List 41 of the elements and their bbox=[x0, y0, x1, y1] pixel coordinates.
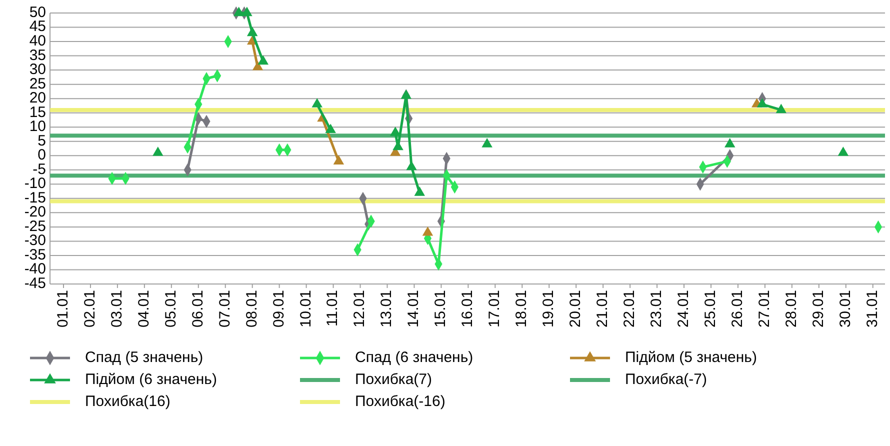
x-tick-label: 08.01 bbox=[243, 290, 260, 328]
x-tick-label: 05.01 bbox=[162, 290, 180, 328]
x-tick-label: 25.01 bbox=[702, 290, 719, 328]
x-tick-label: 12.01 bbox=[351, 290, 368, 328]
x-tick-label: 24.01 bbox=[674, 290, 692, 328]
x-tick-label: 09.01 bbox=[270, 290, 288, 328]
x-tick-label: 13.01 bbox=[378, 290, 396, 328]
legend-label: Спад (5 значень) bbox=[85, 348, 204, 366]
legend-label: Спад (6 значень) bbox=[355, 348, 474, 366]
x-tick-label: 03.01 bbox=[108, 290, 126, 328]
x-tick-label: 15.01 bbox=[432, 290, 450, 328]
legend-label: Похибка(-16) bbox=[355, 392, 446, 410]
x-tick-label: 16.01 bbox=[459, 290, 476, 328]
legend-label: Похибка(16) bbox=[85, 392, 170, 410]
x-tick-label: 21.01 bbox=[594, 290, 612, 328]
x-tick-label: 07.01 bbox=[216, 290, 234, 328]
x-tick-label: 31.01 bbox=[864, 290, 881, 328]
x-tick-label: 30.01 bbox=[836, 290, 854, 328]
x-tick-label: 20.01 bbox=[567, 290, 584, 328]
x-tick-label: 14.01 bbox=[405, 290, 422, 328]
x-tick-label: 10.01 bbox=[297, 290, 314, 328]
legend-label: Похибка(7) bbox=[355, 370, 432, 388]
x-tick-label: 04.01 bbox=[135, 290, 152, 328]
x-tick-label: 28.01 bbox=[782, 290, 800, 328]
x-tick-label: 17.01 bbox=[486, 290, 504, 328]
x-tick-label: 26.01 bbox=[728, 290, 746, 328]
legend-label: Похибка(-7) bbox=[625, 370, 707, 388]
x-tick-label: 23.01 bbox=[648, 290, 665, 328]
x-tick-label: 02.01 bbox=[81, 290, 98, 328]
x-tick-label: 01.01 bbox=[54, 290, 72, 328]
y-tick-label: 35 bbox=[29, 46, 46, 64]
legend-label: Підйом (5 значень) bbox=[625, 348, 757, 366]
x-tick-label: 27.01 bbox=[756, 290, 773, 328]
x-tick-label: 11.01 bbox=[324, 290, 342, 326]
x-tick-label: 06.01 bbox=[189, 290, 206, 328]
x-tick-label: 19.01 bbox=[540, 290, 558, 328]
x-tick-label: 22.01 bbox=[621, 290, 638, 328]
x-tick-label: 29.01 bbox=[810, 290, 827, 328]
x-tick-label: 18.01 bbox=[513, 290, 530, 328]
y-tick-label: 50 bbox=[29, 4, 46, 21]
legend-label: Підйом (6 значень) bbox=[85, 370, 217, 388]
